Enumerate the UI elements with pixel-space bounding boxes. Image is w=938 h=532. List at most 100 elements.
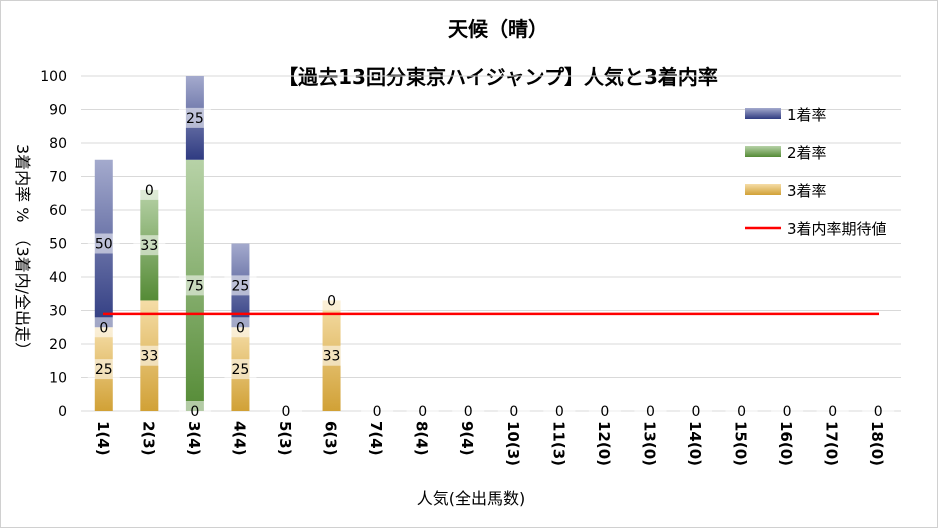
x-tick-labels: 1(4) 2(3) 3(4) 4(4) 5(3) 6(3) 7(4) 8(4) 9(4) 10(3… bbox=[94, 421, 886, 466]
y-tick-label: 50 bbox=[49, 237, 67, 253]
y-tick-label: 90 bbox=[49, 103, 67, 119]
x-tick-label: 5(3) bbox=[276, 421, 294, 456]
data-label-bg bbox=[178, 107, 211, 128]
x-tick-label: 6(3) bbox=[322, 421, 340, 456]
data-labels: 25 0 50 33 33 0 0 75 25 25 0 25 0 33 0 0 0 0 0 0 0 0 0 0 0 0 0 bbox=[87, 107, 895, 421]
data-label-bg bbox=[133, 235, 166, 256]
data-label: 0 bbox=[464, 404, 473, 420]
x-tick-label: 4(4) bbox=[230, 421, 248, 456]
data-label: 50 bbox=[95, 237, 113, 253]
data-label: 75 bbox=[186, 278, 204, 294]
data-label-bg bbox=[224, 317, 257, 338]
data-label-bg bbox=[315, 290, 348, 311]
data-label-bg bbox=[543, 401, 576, 421]
legend-swatch bbox=[745, 108, 781, 119]
data-label: 0 bbox=[373, 404, 382, 420]
legend-label: 1着率 bbox=[787, 106, 827, 124]
data-label: 25 bbox=[232, 362, 250, 378]
data-label: 33 bbox=[140, 349, 158, 365]
data-label: 0 bbox=[783, 404, 792, 420]
y-tick-labels: 0 10 20 30 40 50 60 70 80 90 100 bbox=[40, 69, 67, 420]
y-tick-label: 80 bbox=[49, 136, 67, 152]
data-label: 0 bbox=[600, 404, 609, 420]
x-tick-label: 8(4) bbox=[413, 421, 431, 456]
legend-label: 2着率 bbox=[787, 144, 827, 162]
data-label: 0 bbox=[327, 293, 336, 309]
data-label-bg bbox=[406, 401, 439, 421]
data-label-bg bbox=[133, 345, 166, 366]
x-tick-label: 16(0) bbox=[777, 421, 795, 466]
x-tick-label: 10(3) bbox=[504, 421, 522, 466]
x-tick-label: 18(0) bbox=[868, 421, 886, 466]
data-label-bg bbox=[224, 275, 257, 296]
data-label-bg bbox=[771, 401, 804, 421]
data-label-bg bbox=[725, 401, 758, 421]
y-tick-label: 10 bbox=[49, 371, 67, 387]
legend-swatch bbox=[745, 184, 781, 195]
data-label: 25 bbox=[186, 111, 204, 127]
data-label: 0 bbox=[509, 404, 518, 420]
data-label-bg bbox=[87, 359, 120, 380]
data-label: 0 bbox=[828, 404, 837, 420]
data-label-bg bbox=[497, 401, 530, 421]
data-label: 0 bbox=[145, 183, 154, 199]
legend-label: 3着率 bbox=[787, 182, 827, 200]
legend-label: 3着内率期待値 bbox=[787, 220, 887, 238]
data-label: 0 bbox=[282, 404, 291, 420]
legend-swatch bbox=[745, 146, 781, 157]
y-tick-label: 20 bbox=[49, 337, 67, 353]
data-label-bg bbox=[133, 179, 166, 200]
y-tick-label: 70 bbox=[49, 170, 67, 186]
legend: 1着率 2着率 3着率 3着内率期待値 bbox=[745, 106, 887, 238]
data-label: 0 bbox=[692, 404, 701, 420]
data-label-bg bbox=[862, 401, 895, 421]
data-label-bg bbox=[680, 401, 712, 421]
x-tick-label: 12(0) bbox=[595, 421, 613, 466]
y-tick-label: 0 bbox=[58, 404, 67, 420]
data-label: 33 bbox=[323, 349, 341, 365]
y-tick-label: 100 bbox=[40, 69, 67, 85]
data-label-bg bbox=[588, 401, 621, 421]
data-label: 0 bbox=[646, 404, 655, 420]
y-tick-label: 30 bbox=[49, 304, 67, 320]
chart-subtitle: 【過去13回分東京ハイジャンプ】人気と3着内率 bbox=[278, 65, 718, 89]
data-label-bg bbox=[178, 275, 211, 296]
data-label-bg bbox=[452, 401, 485, 421]
data-label-bg bbox=[87, 233, 120, 254]
x-tick-label: 17(0) bbox=[823, 421, 841, 466]
data-label: 25 bbox=[232, 278, 250, 294]
data-label: 0 bbox=[874, 404, 883, 420]
data-label-bg bbox=[816, 401, 849, 421]
y-tick-label: 40 bbox=[49, 270, 67, 286]
data-label: 0 bbox=[190, 404, 199, 420]
data-label-bg bbox=[178, 401, 211, 421]
data-label-bg bbox=[634, 401, 667, 421]
chart-title: 天候（晴） bbox=[448, 17, 548, 41]
data-label: 0 bbox=[236, 320, 245, 336]
x-tick-label: 3(4) bbox=[185, 421, 203, 456]
data-label: 33 bbox=[140, 238, 158, 254]
data-label: 0 bbox=[555, 404, 564, 420]
x-tick-label: 2(3) bbox=[139, 421, 157, 456]
data-label: 0 bbox=[737, 404, 746, 420]
x-axis-label: 人気(全出馬数) bbox=[417, 489, 526, 508]
data-label-bg bbox=[224, 359, 257, 380]
y-tick-label: 60 bbox=[49, 203, 67, 219]
data-label: 0 bbox=[418, 404, 427, 420]
data-label-bg bbox=[270, 401, 302, 421]
x-tick-label: 9(4) bbox=[458, 421, 476, 456]
x-tick-label: 13(0) bbox=[640, 421, 658, 466]
data-label-bg bbox=[361, 401, 394, 421]
y-axis-label: 3着内率 % （3着内/全出走） bbox=[13, 144, 32, 358]
x-tick-label: 11(3) bbox=[549, 421, 567, 466]
data-label-bg bbox=[87, 317, 120, 338]
x-tick-label: 7(4) bbox=[367, 421, 385, 456]
data-label: 25 bbox=[95, 362, 113, 378]
data-label: 0 bbox=[99, 320, 108, 336]
data-label-bg bbox=[315, 345, 348, 366]
x-tick-label: 1(4) bbox=[94, 421, 112, 456]
x-tick-label: 14(0) bbox=[686, 421, 704, 466]
x-tick-label: 15(0) bbox=[732, 421, 750, 466]
